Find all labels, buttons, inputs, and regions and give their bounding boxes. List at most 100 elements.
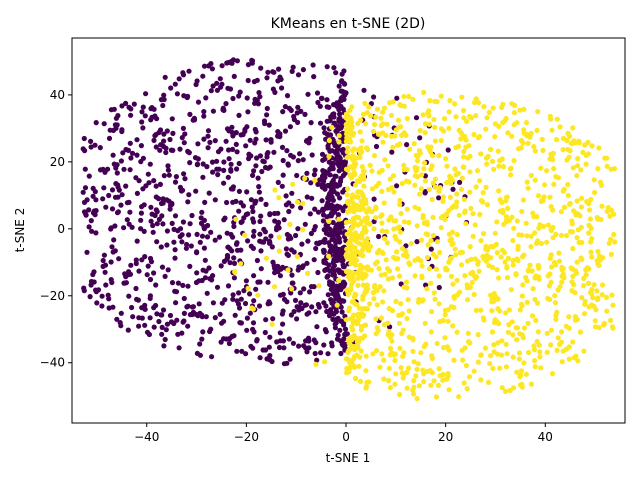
- data-point: [559, 279, 565, 285]
- data-point: [266, 240, 273, 246]
- data-point: [236, 305, 243, 311]
- data-point: [535, 329, 541, 335]
- data-point: [337, 178, 344, 185]
- data-point: [471, 272, 477, 279]
- data-point: [327, 132, 334, 138]
- data-point: [453, 114, 459, 120]
- data-point: [467, 189, 473, 195]
- data-point: [334, 127, 340, 133]
- data-point: [355, 214, 362, 221]
- data-point: [357, 262, 364, 268]
- data-point: [469, 279, 475, 286]
- data-point: [287, 124, 293, 130]
- data-point: [336, 216, 342, 222]
- data-point: [380, 121, 386, 127]
- data-point: [333, 150, 339, 156]
- data-point: [324, 274, 330, 280]
- data-point: [252, 96, 258, 102]
- data-point: [84, 249, 90, 255]
- data-point: [344, 365, 350, 372]
- data-point: [471, 291, 477, 298]
- data-point: [374, 250, 381, 256]
- data-point: [363, 353, 369, 359]
- data-point: [127, 209, 133, 215]
- data-point: [450, 323, 456, 329]
- data-point: [398, 301, 404, 307]
- data-point: [175, 331, 181, 337]
- data-point: [173, 300, 179, 306]
- data-point: [567, 229, 574, 235]
- data-point: [208, 326, 214, 332]
- data-point: [147, 315, 153, 321]
- data-point: [603, 294, 610, 300]
- data-point: [473, 184, 479, 190]
- data-point: [397, 197, 403, 203]
- data-point: [386, 268, 393, 274]
- data-point: [182, 131, 188, 137]
- data-point: [532, 230, 538, 236]
- data-point: [453, 252, 459, 258]
- data-point: [369, 186, 376, 192]
- data-point: [456, 127, 462, 133]
- data-point: [478, 198, 484, 204]
- data-point: [271, 69, 277, 75]
- data-point: [112, 248, 118, 254]
- data-point: [321, 249, 327, 255]
- data-point: [168, 319, 175, 325]
- data-point: [119, 127, 125, 133]
- data-point: [321, 359, 328, 365]
- data-point: [81, 285, 87, 291]
- data-point: [231, 333, 237, 339]
- data-point: [161, 131, 167, 137]
- data-point: [511, 122, 517, 128]
- data-point: [403, 248, 409, 254]
- data-point: [168, 147, 174, 153]
- data-point: [528, 244, 534, 250]
- data-point: [257, 231, 263, 237]
- data-point: [523, 220, 529, 226]
- data-point: [315, 301, 321, 308]
- data-point: [431, 290, 437, 296]
- data-point: [536, 342, 542, 348]
- data-point: [567, 133, 573, 139]
- data-point: [337, 239, 343, 245]
- data-point: [414, 239, 420, 245]
- data-point: [268, 137, 274, 143]
- data-point: [233, 216, 239, 222]
- data-point: [291, 308, 297, 315]
- data-point: [404, 206, 410, 212]
- data-point: [523, 120, 530, 126]
- data-point: [207, 139, 213, 145]
- data-point: [460, 107, 467, 114]
- data-point: [537, 349, 543, 355]
- data-point: [160, 307, 167, 313]
- data-point: [226, 340, 232, 347]
- data-point: [596, 145, 602, 151]
- data-point: [231, 73, 237, 79]
- data-point: [212, 315, 218, 321]
- data-point: [333, 240, 339, 246]
- data-point: [134, 137, 140, 143]
- data-point: [390, 144, 396, 150]
- data-point: [139, 119, 145, 125]
- data-point: [164, 321, 170, 327]
- data-point: [464, 386, 470, 392]
- data-point: [218, 146, 224, 152]
- data-point: [86, 173, 92, 179]
- data-point: [188, 243, 194, 249]
- data-point: [528, 381, 535, 387]
- data-point: [187, 263, 193, 269]
- data-point: [147, 276, 154, 283]
- data-point: [422, 178, 428, 184]
- data-point: [290, 280, 296, 286]
- data-point: [245, 285, 251, 291]
- data-point: [428, 166, 434, 172]
- data-point: [544, 239, 550, 245]
- data-point: [113, 115, 119, 121]
- data-point: [440, 371, 446, 378]
- data-point: [172, 255, 178, 261]
- data-point: [192, 155, 199, 161]
- data-point: [209, 354, 215, 360]
- data-point: [417, 191, 423, 197]
- data-point: [214, 284, 221, 290]
